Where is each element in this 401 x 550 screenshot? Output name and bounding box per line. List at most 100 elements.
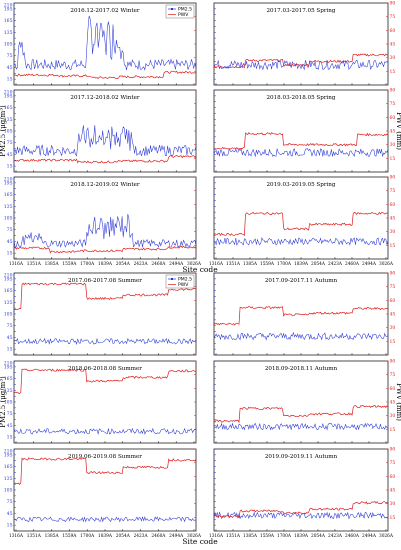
- x-tick-label: 2460A: [151, 534, 166, 539]
- panel-title: 2019.03-2019.05 Spring: [267, 182, 336, 188]
- x-tick-label: 1351A: [226, 534, 241, 539]
- right-tick-label: 15: [390, 69, 396, 75]
- x-tick-label: 2494A: [169, 534, 184, 539]
- x-axis-label: Site code: [182, 537, 218, 546]
- pwv-series-line: [213, 306, 389, 326]
- pm25-series-line: [213, 147, 389, 158]
- x-tick-label: 1316A: [209, 534, 224, 539]
- left-tick-label-top: 210: [4, 177, 13, 183]
- x-tick-label: 1839A: [98, 534, 113, 539]
- right-tick-label: 60: [390, 202, 396, 208]
- right-tick-label: 90: [390, 447, 396, 453]
- panel-title: 2017.09-2017.11 Autumn: [265, 278, 338, 284]
- pwv-series-line: [213, 211, 389, 237]
- x-tick-label: 3026A: [379, 262, 394, 267]
- panel-title: 2018.06-2018.08 Summer: [68, 366, 142, 372]
- left-tick-label: 75: [7, 323, 13, 329]
- left-tick-label: 75: [7, 499, 13, 505]
- panel-8: 15 30 45 60 75 90 2017.09-2017.11 Autumn: [213, 271, 396, 356]
- pwv-series-line: [213, 132, 389, 150]
- left-tick-label: 105: [4, 488, 13, 494]
- right-tick-label: 45: [390, 400, 396, 406]
- panel-title: 2017.12-2018.02 Winter: [70, 95, 140, 101]
- pm25-series-line: [13, 337, 197, 346]
- left-axis-label: PM2.5 (μg/m³): [0, 105, 7, 157]
- x-tick-label: 2054A: [311, 534, 326, 539]
- right-tick-label: 15: [390, 156, 396, 162]
- right-tick-label: 45: [390, 42, 396, 48]
- right-tick-label: 75: [390, 460, 396, 466]
- x-tick-label: 2423A: [328, 262, 343, 267]
- pwv-series-line: [213, 404, 389, 424]
- x-tick-label: 1316A: [9, 534, 24, 539]
- left-tick-label: 195: [4, 276, 13, 282]
- right-tick-label: 75: [390, 188, 396, 194]
- pwv-series-line: [213, 53, 389, 69]
- legend-pwv-label: PWV: [178, 282, 189, 288]
- left-tick-label: 165: [4, 192, 13, 198]
- x-tick-label: 1559A: [62, 262, 77, 267]
- right-tick-label: 60: [390, 298, 396, 304]
- x-tick-label: 2423A: [134, 534, 149, 539]
- right-tick-label: 90: [390, 175, 396, 181]
- right-tick-label: 30: [390, 229, 396, 235]
- right-axis-label: PWV (mm): [395, 112, 401, 150]
- panel-title: 2019.06-2019.08 Summer: [68, 454, 142, 460]
- x-tick-label: 1559A: [62, 534, 77, 539]
- legend-pm25-marker: [171, 8, 173, 10]
- pm25-series-line: [213, 237, 389, 246]
- pwv-series-line: [13, 282, 197, 310]
- x-tick-label: 1351A: [27, 262, 42, 267]
- pwv-series-line: [13, 457, 197, 485]
- right-tick-label: 15: [390, 339, 396, 345]
- pm25-series-line: [13, 125, 197, 157]
- pm25-series-line: [13, 427, 197, 435]
- left-tick-label: 105: [4, 312, 13, 318]
- pm25-series-line: [213, 422, 389, 431]
- panel-frame: [213, 360, 389, 444]
- pm25-series-line: [13, 214, 197, 248]
- left-tick-label: 105: [4, 216, 13, 222]
- right-tick-label: 45: [390, 488, 396, 494]
- panel-title: 2017.06-2017.08 Summer: [68, 278, 142, 284]
- left-tick-label: 45: [7, 511, 13, 517]
- pm25-series-line: [13, 15, 197, 71]
- left-tick-label: 195: [4, 364, 13, 370]
- x-tick-label: 3026A: [379, 534, 394, 539]
- right-tick-label: 30: [390, 55, 396, 61]
- left-tick-label: 165: [4, 464, 13, 470]
- panel-frame: [213, 89, 389, 173]
- left-tick-label-top: 210: [4, 90, 13, 96]
- left-tick-label: 195: [4, 452, 13, 458]
- x-tick-label: 1351A: [226, 262, 241, 267]
- panel-frame: [213, 2, 389, 86]
- left-tick-label: 105: [4, 129, 13, 135]
- left-axis-label: PM2.5 (μg/m³): [0, 376, 7, 428]
- panel-title: 2018.03-2018.05 Spring: [267, 95, 336, 101]
- right-axis-label: PWV (mm): [395, 383, 401, 421]
- legend-pm25-label: PM2.5: [178, 7, 192, 13]
- x-tick-label: 2460A: [345, 534, 360, 539]
- panel-title: 2016.12-2017.02 Winter: [70, 8, 140, 14]
- panel-6: 15 30 45 60 75 90 1316A 1351A 1385A 1559A 1700A 183…: [209, 175, 395, 268]
- panel-4: 15 30 45 60 75 90 2018.03-2018.05 Spring: [213, 88, 396, 173]
- x-tick-label: 2423A: [328, 534, 343, 539]
- left-tick-label: 135: [4, 388, 13, 394]
- left-tick-label: 75: [7, 411, 13, 417]
- legend-pwv-label: PWV: [178, 12, 189, 18]
- pwv-series-line: [13, 155, 197, 164]
- panel-title: 2018.09-2018.11 Autumn: [265, 366, 338, 372]
- left-tick-label: 135: [4, 204, 13, 210]
- left-tick-label: 45: [7, 335, 13, 341]
- x-tick-label: 2054A: [311, 262, 326, 267]
- left-tick-label: 135: [4, 476, 13, 482]
- left-tick-label: 45: [7, 239, 13, 245]
- left-tick-label-top: 210: [4, 273, 13, 279]
- x-tick-label: 1559A: [260, 534, 275, 539]
- left-tick-label: 135: [4, 117, 13, 123]
